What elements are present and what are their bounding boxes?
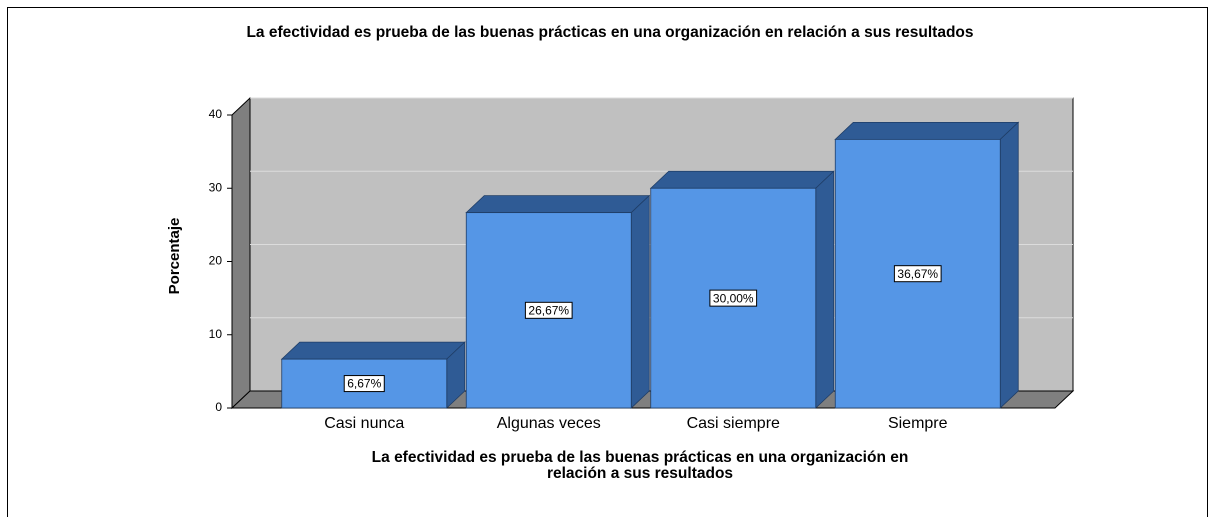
bar: [649, 170, 835, 409]
side-wall: [231, 96, 251, 410]
value-label-box: [709, 289, 758, 307]
value-label: 6,67%: [347, 377, 381, 391]
value-label-box: [524, 301, 573, 319]
x-tick-label: Siempre: [888, 415, 948, 432]
bar-side: [815, 170, 835, 409]
value-label: 26,67%: [528, 303, 569, 317]
x-axis-title: relación a sus resultados: [547, 465, 733, 482]
bar-top: [834, 121, 1020, 140]
y-tick-label: 40: [209, 107, 223, 121]
y-axis-title: Porcentaje: [166, 218, 183, 295]
bar: [465, 194, 651, 409]
bar-side: [630, 194, 650, 409]
chart-title: La efectividad es prueba de las buenas p…: [246, 24, 973, 41]
bar: [280, 341, 466, 409]
x-tick-label: Algunas veces: [497, 415, 601, 432]
bar-side: [999, 121, 1019, 409]
value-label-box: [893, 265, 942, 283]
y-tick-label: 10: [209, 327, 223, 341]
bar-top: [649, 170, 835, 189]
bar-top: [280, 341, 466, 360]
bar: [834, 121, 1020, 409]
value-label: 30,00%: [713, 291, 754, 305]
x-tick-label: Casi siempre: [687, 415, 780, 432]
y-tick-label: 20: [209, 254, 223, 268]
x-axis-title: La efectividad es prueba de las buenas p…: [372, 449, 909, 466]
value-label-box: [343, 375, 385, 393]
y-tick-label: 0: [215, 400, 222, 414]
frame: [7, 7, 1208, 517]
bar-top: [465, 195, 651, 214]
x-tick-label: Casi nunca: [324, 415, 404, 432]
y-tick-label: 30: [209, 180, 223, 194]
value-label: 36,67%: [897, 267, 938, 281]
